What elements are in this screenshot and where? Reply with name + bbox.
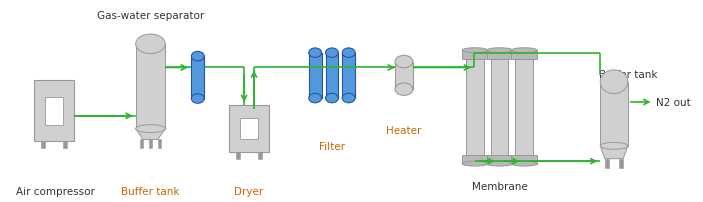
- Ellipse shape: [486, 48, 512, 53]
- Polygon shape: [309, 53, 321, 99]
- Polygon shape: [619, 159, 623, 168]
- Text: Buffer tank: Buffer tank: [121, 186, 180, 196]
- Text: Air compressor: Air compressor: [16, 186, 95, 196]
- FancyBboxPatch shape: [229, 105, 269, 153]
- Text: N2 out: N2 out: [657, 98, 691, 107]
- FancyBboxPatch shape: [486, 155, 512, 164]
- FancyBboxPatch shape: [512, 155, 537, 164]
- Ellipse shape: [486, 161, 512, 166]
- Ellipse shape: [512, 161, 537, 166]
- Ellipse shape: [342, 49, 355, 58]
- Ellipse shape: [512, 48, 537, 53]
- Polygon shape: [136, 45, 165, 129]
- Text: Buffer tank: Buffer tank: [598, 70, 657, 80]
- Ellipse shape: [309, 49, 321, 58]
- Polygon shape: [191, 57, 204, 99]
- Polygon shape: [325, 53, 338, 99]
- Ellipse shape: [309, 94, 321, 103]
- FancyBboxPatch shape: [462, 51, 488, 60]
- Ellipse shape: [325, 94, 338, 103]
- Ellipse shape: [462, 48, 488, 53]
- Text: Filter: Filter: [319, 142, 345, 152]
- FancyBboxPatch shape: [462, 155, 488, 164]
- Polygon shape: [41, 142, 44, 149]
- Ellipse shape: [325, 49, 338, 58]
- Polygon shape: [466, 60, 484, 155]
- FancyBboxPatch shape: [512, 51, 537, 60]
- Polygon shape: [605, 159, 609, 168]
- Polygon shape: [342, 53, 355, 99]
- FancyBboxPatch shape: [240, 118, 258, 140]
- Polygon shape: [600, 146, 628, 159]
- Ellipse shape: [136, 125, 165, 133]
- Polygon shape: [236, 153, 240, 159]
- Ellipse shape: [600, 143, 628, 150]
- Polygon shape: [515, 60, 533, 155]
- Ellipse shape: [191, 94, 204, 104]
- Text: Membrane: Membrane: [472, 181, 527, 191]
- Ellipse shape: [136, 35, 165, 54]
- Polygon shape: [140, 140, 143, 149]
- Ellipse shape: [462, 161, 488, 166]
- Polygon shape: [491, 60, 508, 155]
- Polygon shape: [395, 62, 413, 90]
- Polygon shape: [63, 142, 67, 149]
- Text: Heater: Heater: [386, 125, 422, 135]
- Ellipse shape: [191, 52, 204, 62]
- Polygon shape: [600, 82, 628, 146]
- Ellipse shape: [395, 56, 413, 68]
- FancyBboxPatch shape: [34, 81, 74, 142]
- Polygon shape: [258, 153, 262, 159]
- Text: Gas-water separator: Gas-water separator: [97, 11, 204, 21]
- Ellipse shape: [600, 70, 628, 94]
- FancyBboxPatch shape: [45, 98, 63, 125]
- Text: Dryer: Dryer: [235, 186, 264, 196]
- Ellipse shape: [342, 94, 355, 103]
- Polygon shape: [136, 129, 165, 140]
- Polygon shape: [158, 140, 161, 149]
- Ellipse shape: [395, 84, 413, 96]
- Polygon shape: [149, 140, 152, 149]
- FancyBboxPatch shape: [486, 51, 512, 60]
